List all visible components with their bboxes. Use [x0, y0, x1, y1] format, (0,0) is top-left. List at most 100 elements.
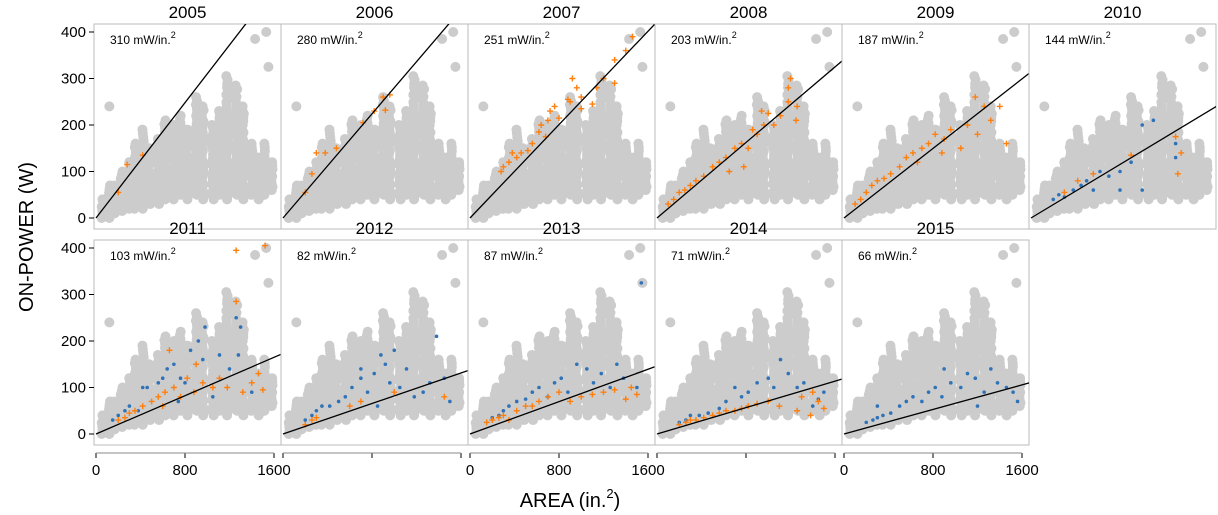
orange-point	[567, 98, 574, 105]
background-point	[1181, 138, 1192, 149]
slope-label-sup: 2	[358, 30, 363, 40]
background-point	[250, 33, 261, 44]
panel-plot-area	[1030, 27, 1216, 223]
slope-label-sup: 2	[1106, 30, 1111, 40]
orange-point	[522, 403, 529, 410]
background-point	[978, 80, 989, 91]
blue-point	[1151, 118, 1156, 123]
blue-point	[392, 348, 397, 353]
blue-point	[514, 399, 519, 404]
blue-point	[350, 385, 354, 390]
blue-point	[733, 385, 737, 390]
background-point	[1117, 124, 1128, 135]
background-point	[144, 359, 155, 370]
background-point	[261, 243, 272, 253]
background-point	[478, 317, 489, 328]
orange-point	[629, 33, 636, 40]
orange-point	[161, 389, 168, 396]
blue-point	[688, 413, 693, 418]
blue-point	[217, 353, 222, 357]
background-point	[791, 80, 802, 91]
blue-point	[359, 367, 363, 371]
orange-point	[1090, 170, 1097, 177]
background-point	[263, 61, 274, 72]
background-point	[580, 336, 591, 346]
fit-line	[95, 353, 281, 435]
blue-point	[123, 408, 127, 413]
background-point	[791, 296, 802, 307]
panel-plot-area	[656, 243, 842, 439]
background-point	[518, 359, 529, 370]
background-point	[852, 101, 863, 112]
background-point	[767, 336, 778, 346]
blue-point	[404, 367, 409, 371]
background-point	[1132, 101, 1143, 112]
slope-label-text: 71 mW/in.	[671, 249, 725, 263]
orange-point	[589, 101, 596, 108]
blue-point	[1051, 197, 1056, 202]
background-point	[923, 110, 934, 121]
blue-point	[755, 381, 759, 385]
background-point	[604, 296, 615, 307]
background-point	[1172, 101, 1183, 112]
orange-point	[964, 122, 971, 128]
background-point	[775, 322, 786, 333]
blue-point	[822, 390, 826, 394]
orange-point	[887, 170, 894, 177]
blue-point	[303, 418, 308, 422]
background-point	[698, 340, 709, 351]
background-point	[384, 317, 395, 328]
background-point	[378, 308, 389, 319]
panel-plot-area	[469, 243, 655, 439]
orange-point	[155, 393, 162, 400]
orange-point	[785, 98, 792, 105]
background-point	[221, 287, 232, 298]
background-point	[324, 124, 335, 135]
background-point	[1126, 92, 1137, 103]
background-point	[721, 115, 732, 126]
panel-title: 2012	[356, 219, 394, 238]
slope-label-text: 187 mW/in.	[858, 33, 919, 47]
slope-label: 251 mW/in.2	[484, 30, 550, 47]
background-point	[433, 354, 444, 365]
background-point	[1202, 157, 1213, 168]
orange-point	[740, 163, 747, 170]
orange-point	[794, 103, 801, 110]
background-point	[637, 61, 648, 72]
background-point	[408, 71, 419, 82]
orange-point	[909, 149, 916, 156]
orange-point	[509, 149, 516, 156]
blue-point	[795, 385, 799, 390]
orange-point	[209, 384, 216, 391]
background-point	[635, 27, 646, 37]
background-point	[408, 287, 419, 298]
background-point	[549, 110, 560, 121]
orange-point	[524, 147, 531, 154]
background-point	[782, 287, 793, 298]
orange-point	[535, 128, 542, 135]
background-point	[595, 287, 606, 298]
orange-point	[676, 421, 683, 428]
slope-label: 71 mW/in.2	[671, 246, 730, 263]
orange-point	[357, 398, 364, 405]
blue-point	[448, 399, 452, 404]
background-point	[620, 354, 631, 365]
orange-point	[513, 154, 520, 161]
orange-point	[1174, 170, 1181, 177]
background-point	[446, 354, 457, 365]
orange-point	[611, 80, 618, 87]
orange-point	[731, 145, 738, 152]
orange-point	[248, 379, 255, 386]
orange-point	[224, 384, 231, 391]
orange-point	[538, 122, 545, 128]
blue-point	[372, 371, 377, 376]
background-point	[197, 101, 208, 112]
slope-label: 103 mW/in.2	[110, 246, 176, 263]
blue-point	[1057, 192, 1061, 197]
blue-point	[343, 395, 348, 399]
orange-point	[1003, 140, 1010, 147]
orange-point	[578, 393, 585, 400]
